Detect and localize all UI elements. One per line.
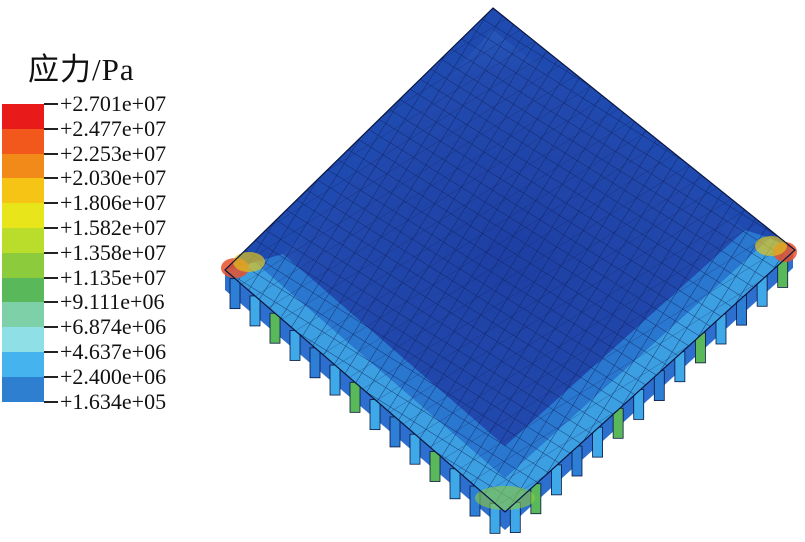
legend-swatch <box>2 178 44 204</box>
legend-entry: +2.030e+07 <box>44 166 204 191</box>
legend-entry: +2.701e+07 <box>44 92 204 117</box>
legend-value: +9.111e+06 <box>60 289 165 315</box>
pin <box>229 278 241 310</box>
pin <box>449 468 461 500</box>
mesh-grid-secondary <box>225 8 795 512</box>
legend-tick <box>44 251 58 254</box>
color-legend-labels: +2.701e+07 +2.477e+07 +2.253e+07 +2.030e+07… <box>44 92 204 414</box>
legend-value: +2.701e+07 <box>60 91 167 116</box>
legend-tick <box>44 202 58 205</box>
stress-contour-plot <box>221 7 797 534</box>
legend-swatch <box>2 302 44 328</box>
legend-swatch <box>2 376 44 402</box>
color-legend-bar <box>2 104 44 402</box>
legend-swatch <box>2 351 44 377</box>
legend-value: +1.135e+07 <box>60 264 167 290</box>
legend-tick <box>44 226 58 229</box>
legend-tick <box>44 152 58 155</box>
pin <box>249 295 261 327</box>
legend-entry: +1.806e+07 <box>44 191 204 216</box>
legend-tick <box>44 276 58 279</box>
legend-swatch <box>2 277 44 303</box>
legend-entry: +4.637e+06 <box>44 338 204 365</box>
pin <box>429 451 441 482</box>
legend-entry: +6.874e+06 <box>44 315 204 340</box>
pin <box>369 399 381 431</box>
legend-entry: +2.253e+07 <box>44 140 204 167</box>
plate-outline <box>224 7 796 513</box>
legend-entry: +1.634e+05 <box>44 388 204 415</box>
legend-value: +2.400e+06 <box>60 363 167 389</box>
legend-tick <box>44 375 58 378</box>
legend-value: +1.634e+05 <box>60 388 167 414</box>
pin <box>389 416 401 448</box>
legend-swatch <box>2 203 44 228</box>
legend-entry: +1.135e+07 <box>44 264 204 291</box>
legend-value: +4.637e+06 <box>60 338 167 364</box>
legend-tick <box>44 350 58 353</box>
legend-title: 应力/Pa <box>28 52 135 87</box>
legend-entry: +1.358e+07 <box>44 239 204 266</box>
legend-value: +1.806e+07 <box>60 190 167 216</box>
pin <box>309 347 321 379</box>
legend-tick <box>44 127 58 130</box>
legend-tick <box>44 400 58 403</box>
legend-value: +2.030e+07 <box>60 165 167 191</box>
legend-tick <box>44 301 58 304</box>
pin <box>269 312 281 344</box>
pin <box>329 364 341 396</box>
pin <box>409 433 421 465</box>
legend-swatch <box>2 227 44 253</box>
legend-value: +1.582e+07 <box>60 214 167 240</box>
legend-value: +1.358e+07 <box>60 239 167 265</box>
legend-tick <box>44 103 58 105</box>
pin <box>289 330 301 361</box>
legend-value: +2.253e+07 <box>60 140 167 166</box>
legend-tick <box>44 177 58 180</box>
legend-swatch <box>2 128 44 154</box>
legend-swatch <box>2 252 44 278</box>
legend-entry: +2.477e+07 <box>44 115 204 142</box>
legend-swatch <box>2 104 44 129</box>
legend-entry: +2.400e+06 <box>44 363 204 390</box>
legend-value: +2.477e+07 <box>60 115 167 141</box>
legend-swatch <box>2 153 44 179</box>
legend-entry: +1.582e+07 <box>44 214 204 241</box>
legend-tick <box>44 326 58 329</box>
pin <box>349 381 361 413</box>
legend-entry: +9.111e+06 <box>44 290 204 315</box>
legend-value: +6.874e+06 <box>60 314 167 340</box>
legend-swatch <box>2 327 44 352</box>
